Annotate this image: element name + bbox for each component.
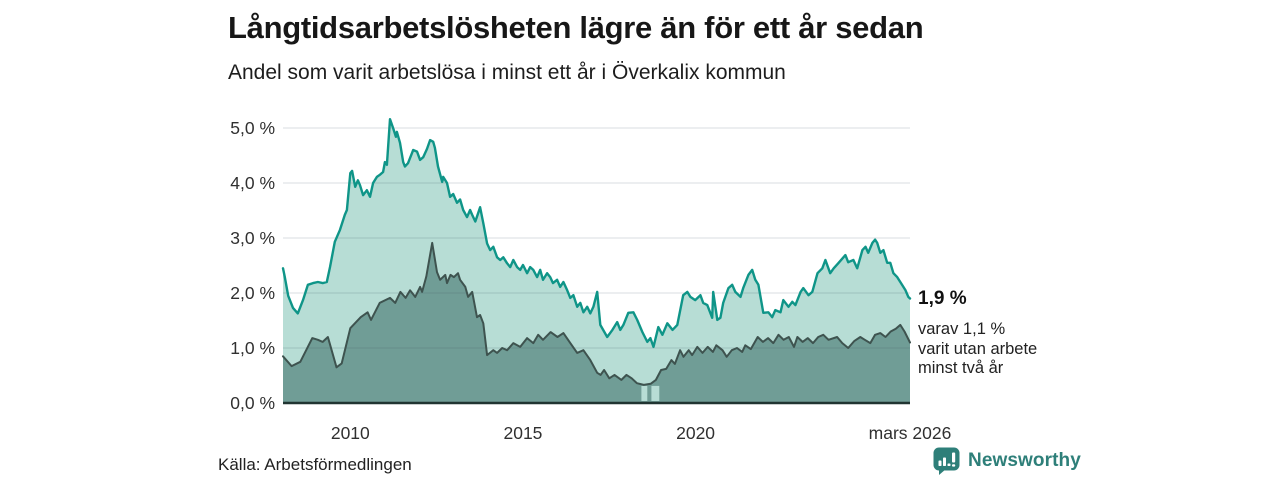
y-tick-label: 2,0 % (230, 283, 275, 303)
end-value-total: 1,9 % (918, 288, 967, 309)
y-tick-label: 0,0 % (230, 393, 275, 413)
two-year-data-gap (641, 385, 648, 401)
x-tick-label: mars 2026 (868, 423, 952, 443)
brand-name: Newsworthy (968, 450, 1081, 471)
source-attribution: Källa: Arbetsförmedlingen (218, 455, 412, 474)
newsworthy-brand: Newsworthy (933, 447, 1081, 475)
x-tick-label: 2020 (676, 423, 716, 443)
end-value-annotation: 1,9 % varav 1,1 % varit utan arbete mins… (918, 287, 1068, 379)
chart-subtitle: Andel som varit arbetslösa i minst ett å… (228, 61, 786, 84)
end-value-detail-line2: varit utan arbete (918, 339, 1038, 358)
x-tick-label: 2015 (503, 423, 543, 443)
newsworthy-logo-icon (933, 447, 960, 475)
page-title: Långtidsarbetslösheten lägre än för ett … (228, 10, 924, 45)
end-value-detail-line3: minst två år (918, 359, 1004, 377)
end-value-detail-line1: varav 1,1 % (918, 320, 1006, 338)
y-tick-label: 1,0 % (230, 338, 275, 358)
line-one-year (281, 118, 912, 349)
y-tick-label: 5,0 % (230, 118, 275, 138)
two-year-data-gap (651, 385, 660, 401)
x-tick-label: 2010 (330, 423, 370, 443)
area-two-year (283, 242, 910, 403)
y-tick-label: 4,0 % (230, 173, 275, 193)
line-two-year (282, 241, 911, 386)
y-tick-label: 3,0 % (230, 228, 275, 248)
